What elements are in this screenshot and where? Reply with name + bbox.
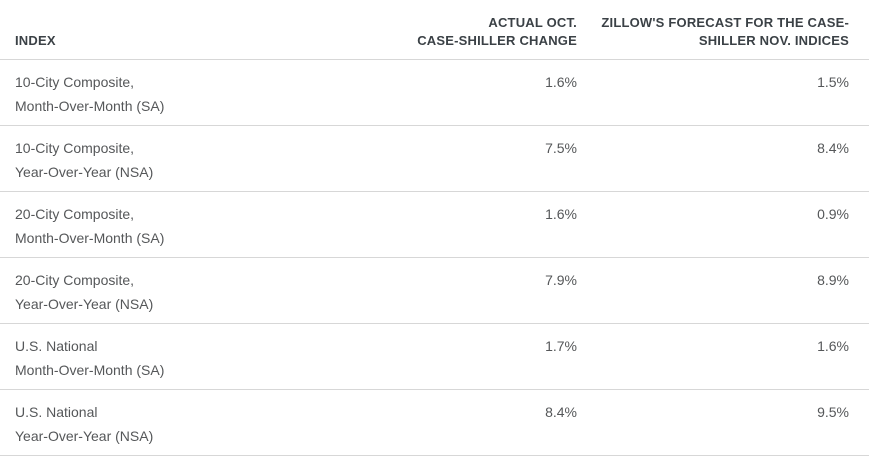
- actual-value: 1.7%: [400, 323, 577, 390]
- column-header-forecast-line2: SHILLER NOV. INDICES: [698, 33, 849, 48]
- table-header-row: INDEX ACTUAL OCT. CASE-SHILLER CHANGE ZI…: [0, 0, 869, 60]
- row-label-line1: 20-City Composite,: [15, 272, 135, 288]
- row-label-line1: 20-City Composite,: [15, 206, 135, 222]
- forecast-value: 0.9%: [577, 191, 869, 258]
- column-header-actual-line2: CASE-SHILLER CHANGE: [417, 33, 577, 48]
- row-label-cell: 10-City Composite, Year-Over-Year (NSA): [0, 125, 400, 192]
- row-label-cell: U.S. National Year-Over-Year (NSA): [0, 389, 400, 456]
- row-label-line2: Month-Over-Month (SA): [15, 362, 165, 378]
- table-row: 10-City Composite, Year-Over-Year (NSA) …: [0, 125, 869, 192]
- table-row: 20-City Composite, Year-Over-Year (NSA) …: [0, 257, 869, 324]
- column-header-actual: ACTUAL OCT. CASE-SHILLER CHANGE: [400, 0, 577, 60]
- row-label-line1: 10-City Composite,: [15, 74, 135, 90]
- table-row: 10-City Composite, Month-Over-Month (SA)…: [0, 59, 869, 126]
- row-label-line2: Year-Over-Year (NSA): [15, 164, 154, 180]
- forecast-value: 8.9%: [577, 257, 869, 324]
- forecast-value: 1.6%: [577, 323, 869, 390]
- column-header-forecast: ZILLOW'S FORECAST FOR THE CASE- SHILLER …: [577, 0, 869, 60]
- forecast-value: 1.5%: [577, 59, 869, 126]
- row-label-cell: 20-City Composite, Month-Over-Month (SA): [0, 191, 400, 258]
- forecast-value: 8.4%: [577, 125, 869, 192]
- forecast-value: 9.5%: [577, 389, 869, 456]
- actual-value: 7.9%: [400, 257, 577, 324]
- row-label-line1: U.S. National: [15, 404, 98, 420]
- actual-value: 1.6%: [400, 191, 577, 258]
- row-label-cell: U.S. National Month-Over-Month (SA): [0, 323, 400, 390]
- table-row: 20-City Composite, Month-Over-Month (SA)…: [0, 191, 869, 258]
- row-label-line1: U.S. National: [15, 338, 98, 354]
- table-row: U.S. National Year-Over-Year (NSA) 8.4% …: [0, 389, 869, 456]
- column-header-forecast-line1: ZILLOW'S FORECAST FOR THE CASE-: [601, 15, 849, 30]
- row-label-line2: Year-Over-Year (NSA): [15, 296, 154, 312]
- row-label-line2: Month-Over-Month (SA): [15, 230, 165, 246]
- actual-value: 7.5%: [400, 125, 577, 192]
- row-label-line2: Year-Over-Year (NSA): [15, 428, 154, 444]
- actual-value: 1.6%: [400, 59, 577, 126]
- row-label-line1: 10-City Composite,: [15, 140, 135, 156]
- column-header-index: INDEX: [0, 0, 400, 60]
- table-row: U.S. National Month-Over-Month (SA) 1.7%…: [0, 323, 869, 390]
- actual-value: 8.4%: [400, 389, 577, 456]
- row-label-line2: Month-Over-Month (SA): [15, 98, 165, 114]
- column-header-actual-line1: ACTUAL OCT.: [488, 15, 577, 30]
- row-label-cell: 20-City Composite, Year-Over-Year (NSA): [0, 257, 400, 324]
- row-label-cell: 10-City Composite, Month-Over-Month (SA): [0, 59, 400, 126]
